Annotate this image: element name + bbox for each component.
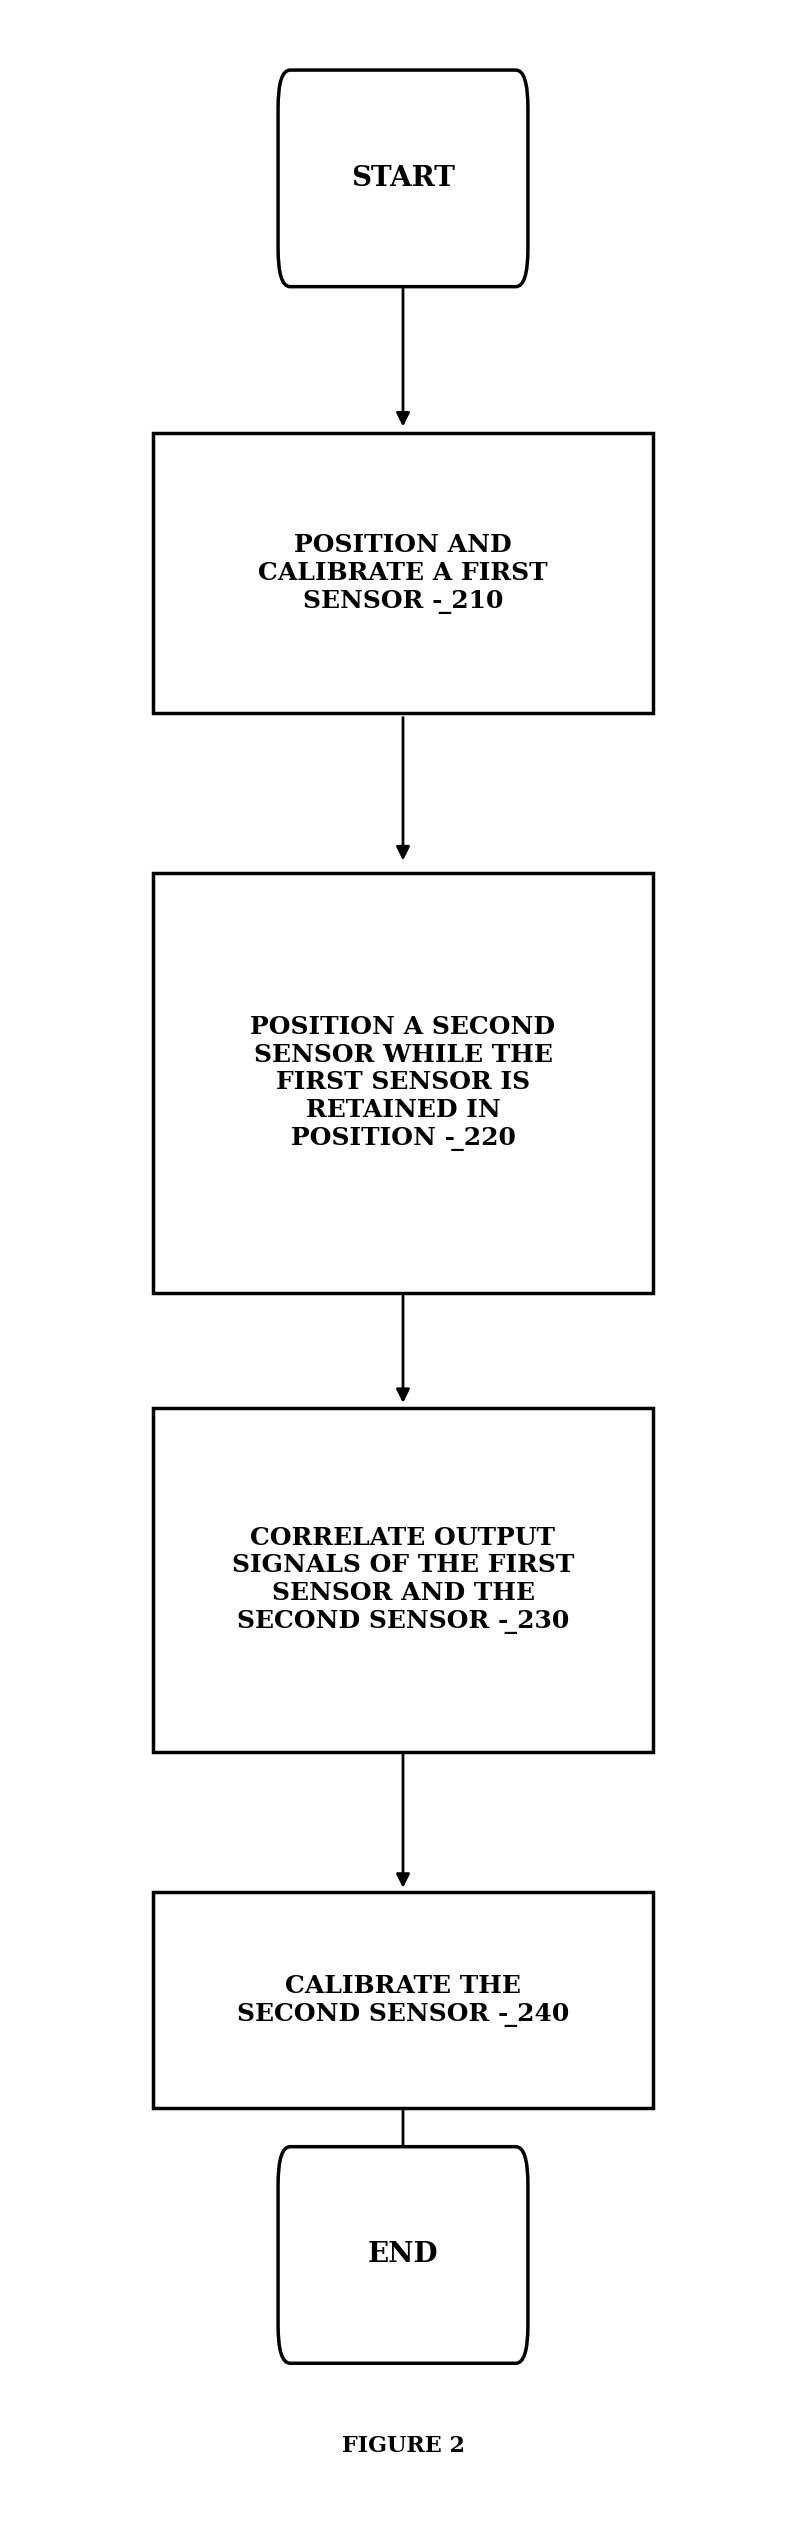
FancyBboxPatch shape [153,871,653,1294]
FancyBboxPatch shape [153,1891,653,2110]
Text: END: END [368,2242,438,2268]
Text: CORRELATE OUTPUT
SIGNALS OF THE FIRST
SENSOR AND THE
SECOND SENSOR - ̲230: CORRELATE OUTPUT SIGNALS OF THE FIRST SE… [232,1526,574,1633]
Text: START: START [351,166,455,191]
FancyBboxPatch shape [278,69,528,285]
Text: POSITION AND
CALIBRATE A FIRST
SENSOR - ̲210: POSITION AND CALIBRATE A FIRST SENSOR - … [258,533,548,614]
Text: POSITION A SECOND
SENSOR WHILE THE
FIRST SENSOR IS
RETAINED IN
POSITION - ̲220: POSITION A SECOND SENSOR WHILE THE FIRST… [251,1014,555,1152]
FancyBboxPatch shape [153,433,653,713]
FancyBboxPatch shape [153,1406,653,1753]
FancyBboxPatch shape [278,2145,528,2365]
Text: CALIBRATE THE
SECOND SENSOR - ̲240: CALIBRATE THE SECOND SENSOR - ̲240 [237,1975,569,2026]
Text: FIGURE 2: FIGURE 2 [342,2436,464,2456]
